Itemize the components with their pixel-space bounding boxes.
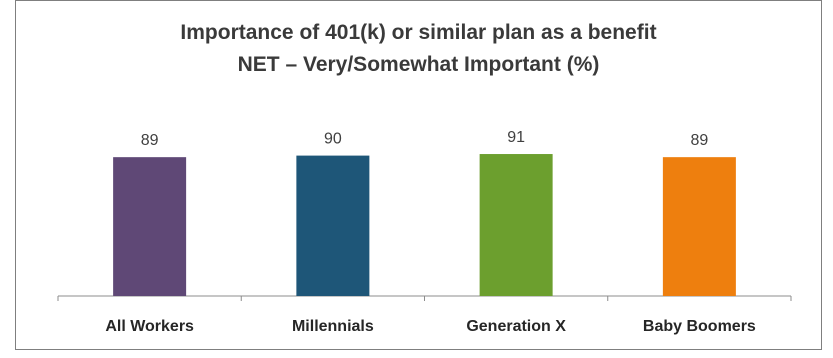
bar-millennials [296,155,370,296]
chart-title-line-1: Importance of 401(k) or similar plan as … [180,21,657,44]
data-label: 89 [141,132,159,149]
x-tick-label: All Workers [105,318,194,335]
chart-title: Importance of 401(k) or similar plan as … [16,17,821,81]
chart-subtitle: NET – Very/Somewhat Important (%) [237,53,600,76]
data-label: 91 [507,129,525,146]
x-tick-label: Generation X [466,318,566,335]
data-label: 90 [324,131,342,148]
data-label: 89 [690,132,708,149]
x-tick-label: Millennials [292,318,374,335]
bar-baby-boomers [662,157,736,296]
x-tick-label: Baby Boomers [643,318,756,335]
bar-all-workers [113,157,187,296]
bar-generation-x [479,154,553,296]
